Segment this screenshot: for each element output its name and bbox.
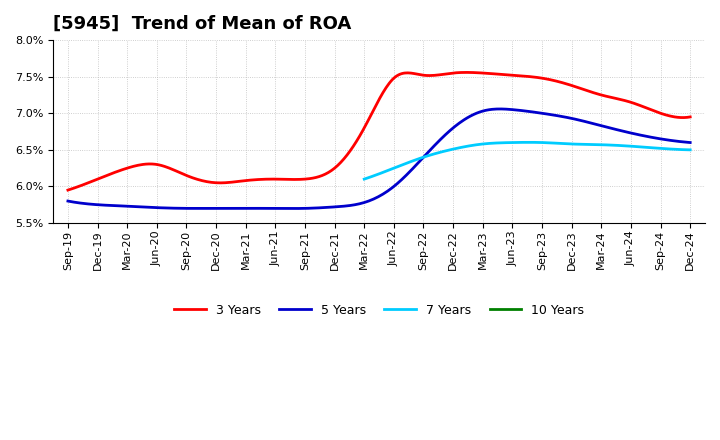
5 Years [686, 140, 695, 145]
7 Years [566, 141, 575, 147]
5 Years [456, 119, 465, 125]
3 Years [462, 70, 470, 75]
7 Years [525, 140, 534, 145]
Line: 3 Years: 3 Years [68, 73, 690, 190]
Line: 7 Years: 7 Years [364, 143, 690, 179]
Legend: 3 Years, 5 Years, 7 Years, 10 Years: 3 Years, 5 Years, 7 Years, 10 Years [169, 299, 589, 322]
3 Years [138, 162, 147, 167]
7 Years [596, 142, 605, 147]
3 Years [518, 73, 526, 79]
3 Years [310, 175, 319, 180]
5 Years [312, 205, 320, 211]
3 Years [686, 114, 695, 120]
5 Years [495, 106, 504, 112]
5 Years [516, 108, 524, 113]
5 Years [138, 204, 147, 209]
Line: 5 Years: 5 Years [68, 109, 690, 209]
7 Years [466, 143, 474, 148]
7 Years [598, 142, 606, 147]
5 Years [266, 206, 275, 211]
3 Years [266, 176, 275, 182]
7 Years [399, 162, 408, 167]
7 Years [686, 147, 695, 153]
7 Years [489, 140, 498, 146]
3 Years [514, 73, 523, 78]
5 Years [63, 198, 72, 204]
Text: [5945]  Trend of Mean of ROA: [5945] Trend of Mean of ROA [53, 15, 351, 33]
5 Years [519, 108, 528, 114]
7 Years [360, 176, 369, 182]
3 Years [63, 187, 72, 193]
5 Years [289, 206, 298, 211]
3 Years [455, 70, 464, 75]
